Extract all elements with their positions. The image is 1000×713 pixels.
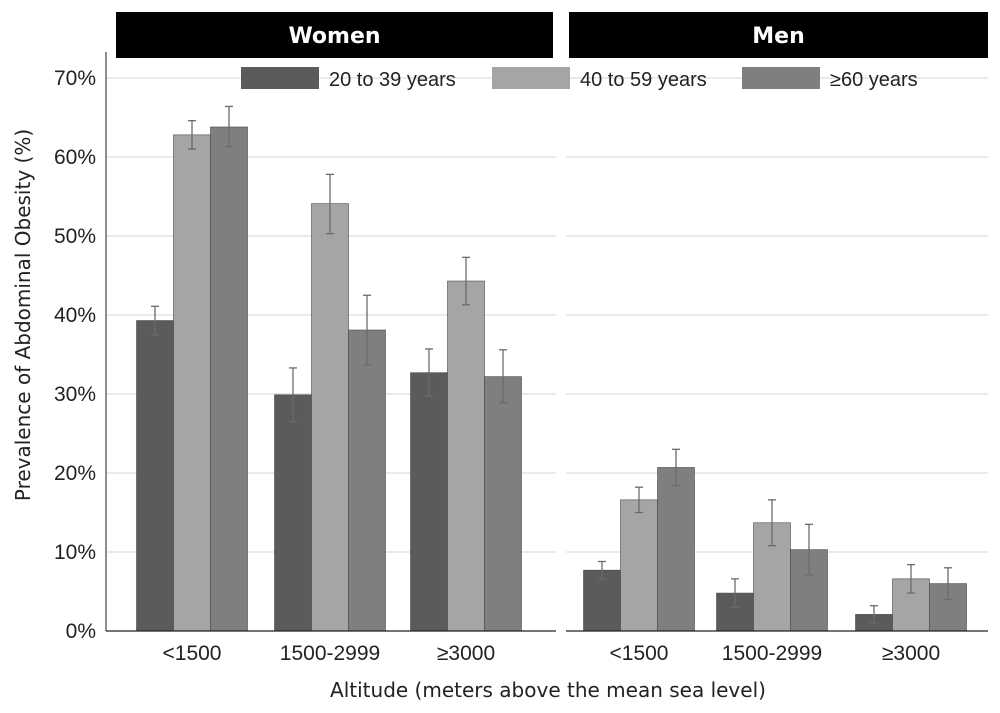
y-tick-label: 10% bbox=[54, 541, 96, 564]
error-bar bbox=[151, 305, 159, 336]
x-tick-label: ≥3000 bbox=[437, 642, 495, 665]
legend: 20 to 39 years 40 to 59 years ≥60 years bbox=[241, 67, 918, 91]
error-bar bbox=[188, 120, 196, 150]
x-axis-title: Altitude (meters above the mean sea leve… bbox=[330, 678, 766, 702]
bars bbox=[136, 126, 967, 632]
x-tick-label: 1500-2999 bbox=[280, 642, 380, 665]
error-bar bbox=[462, 256, 470, 306]
bar bbox=[136, 320, 174, 632]
error-bar bbox=[635, 486, 643, 514]
x-tick-label: <1500 bbox=[163, 642, 222, 665]
bar bbox=[447, 280, 485, 632]
bar bbox=[274, 394, 312, 632]
bar bbox=[210, 126, 248, 632]
panel-title: Women bbox=[288, 24, 380, 49]
axes: 0% 10% 20% 30% 40% 50% 60% 70% <1500 1500-2999 ≥30… bbox=[54, 52, 988, 665]
bar bbox=[484, 376, 522, 632]
error-bar bbox=[907, 563, 915, 594]
legend-swatch bbox=[742, 67, 820, 89]
error-bar bbox=[944, 567, 952, 601]
error-bar bbox=[598, 560, 606, 580]
x-tick-label: ≥3000 bbox=[882, 642, 940, 665]
panel-title: Men bbox=[752, 24, 804, 49]
bar bbox=[620, 499, 658, 632]
bar bbox=[311, 203, 349, 632]
legend-label: ≥60 years bbox=[830, 69, 918, 91]
panel-strips: Women Men bbox=[116, 12, 988, 58]
legend-label: 20 to 39 years bbox=[329, 69, 456, 91]
y-tick-label: 30% bbox=[54, 383, 96, 406]
y-tick-label: 70% bbox=[54, 67, 96, 90]
bar bbox=[410, 372, 448, 632]
error-bar bbox=[870, 605, 878, 624]
bar bbox=[348, 329, 386, 632]
y-tick-label: 50% bbox=[54, 225, 96, 248]
error-bar bbox=[425, 348, 433, 398]
error-bar bbox=[225, 105, 233, 148]
error-bar bbox=[805, 523, 813, 576]
y-tick-label: 0% bbox=[66, 620, 96, 643]
error-bar bbox=[363, 294, 371, 366]
bar bbox=[657, 467, 695, 632]
legend-swatch bbox=[241, 67, 319, 89]
legend-swatch bbox=[492, 67, 570, 89]
error-bars bbox=[151, 105, 952, 624]
panel-strip bbox=[116, 12, 553, 58]
x-tick-label: <1500 bbox=[610, 642, 669, 665]
error-bar bbox=[768, 499, 776, 547]
error-bar bbox=[672, 448, 680, 487]
legend-label: 40 to 59 years bbox=[580, 69, 707, 91]
error-bar bbox=[499, 349, 507, 404]
error-bar bbox=[326, 173, 334, 235]
y-tick-label: 20% bbox=[54, 462, 96, 485]
panel-strip bbox=[569, 12, 988, 58]
bar bbox=[173, 134, 211, 632]
y-tick-label: 60% bbox=[54, 146, 96, 169]
y-tick-label: 40% bbox=[54, 304, 96, 327]
error-bar bbox=[289, 367, 297, 423]
x-tick-label: 1500-2999 bbox=[722, 642, 822, 665]
error-bar bbox=[731, 578, 739, 608]
y-axis-title: Prevalence of Abdominal Obesity (%) bbox=[11, 129, 35, 501]
